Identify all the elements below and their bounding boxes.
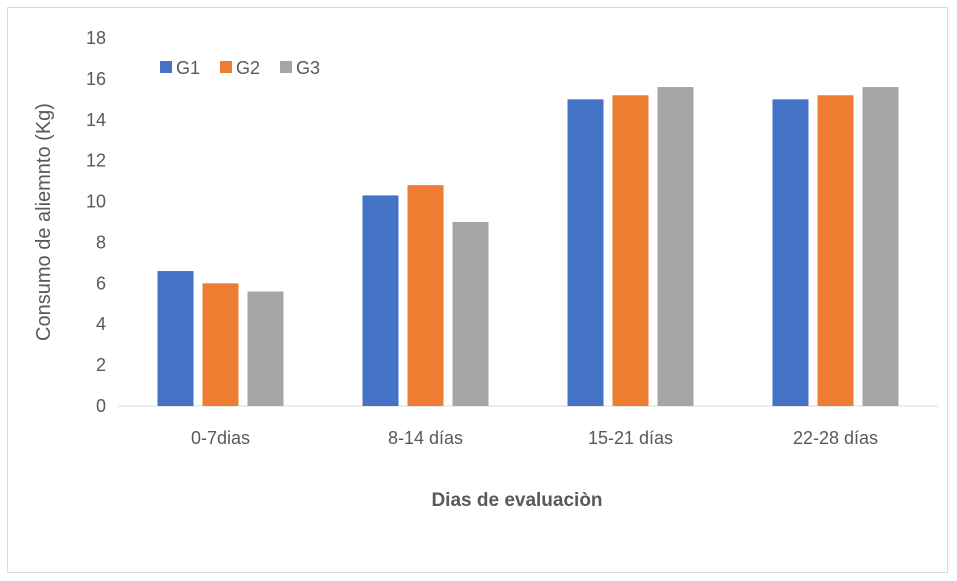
y-tick-label: 10 [86, 192, 106, 212]
legend-swatch-g3 [280, 61, 292, 73]
y-tick-label: 18 [86, 28, 106, 48]
y-tick-label: 0 [96, 396, 106, 416]
x-tick-label: 15-21 días [588, 428, 673, 448]
bar-g2 [817, 95, 854, 406]
bar-g1 [772, 99, 809, 406]
bar-g1 [157, 271, 194, 406]
bar-g2 [407, 185, 444, 406]
y-tick-label: 12 [86, 151, 106, 171]
x-tick-label: 22-28 días [793, 428, 878, 448]
y-tick-label: 8 [96, 232, 106, 252]
y-tick-label: 2 [96, 355, 106, 375]
y-tick-label: 6 [96, 273, 106, 293]
bar-g2 [202, 283, 239, 406]
bar-g1 [362, 195, 399, 406]
legend: G1 G2 G3 [160, 58, 320, 78]
bar-g1 [567, 99, 604, 406]
bar-g2 [612, 95, 649, 406]
legend-swatch-g1 [160, 61, 172, 73]
legend-swatch-g2 [220, 61, 232, 73]
x-axis-categories: 0-7dias 8-14 días 15-21 días 22-28 días [191, 428, 878, 448]
bar-g3 [247, 291, 284, 406]
y-axis-ticks: 0 2 4 6 8 10 12 14 16 18 [86, 28, 106, 416]
bar-g3 [452, 222, 489, 406]
y-tick-label: 16 [86, 69, 106, 89]
legend-label-g2: G2 [236, 58, 260, 78]
bar-g3 [657, 87, 694, 407]
y-axis-title: Consumo de aliemnto (Kg) [33, 103, 55, 341]
x-tick-label: 8-14 días [388, 428, 463, 448]
legend-label-g3: G3 [296, 58, 320, 78]
x-axis-title: Dias de evaluaciòn [431, 490, 602, 511]
y-tick-label: 4 [96, 314, 106, 334]
bars [157, 87, 899, 407]
x-tick-label: 0-7dias [191, 428, 250, 448]
bar-g3 [862, 87, 899, 407]
legend-label-g1: G1 [176, 58, 200, 78]
y-tick-label: 14 [86, 110, 106, 130]
